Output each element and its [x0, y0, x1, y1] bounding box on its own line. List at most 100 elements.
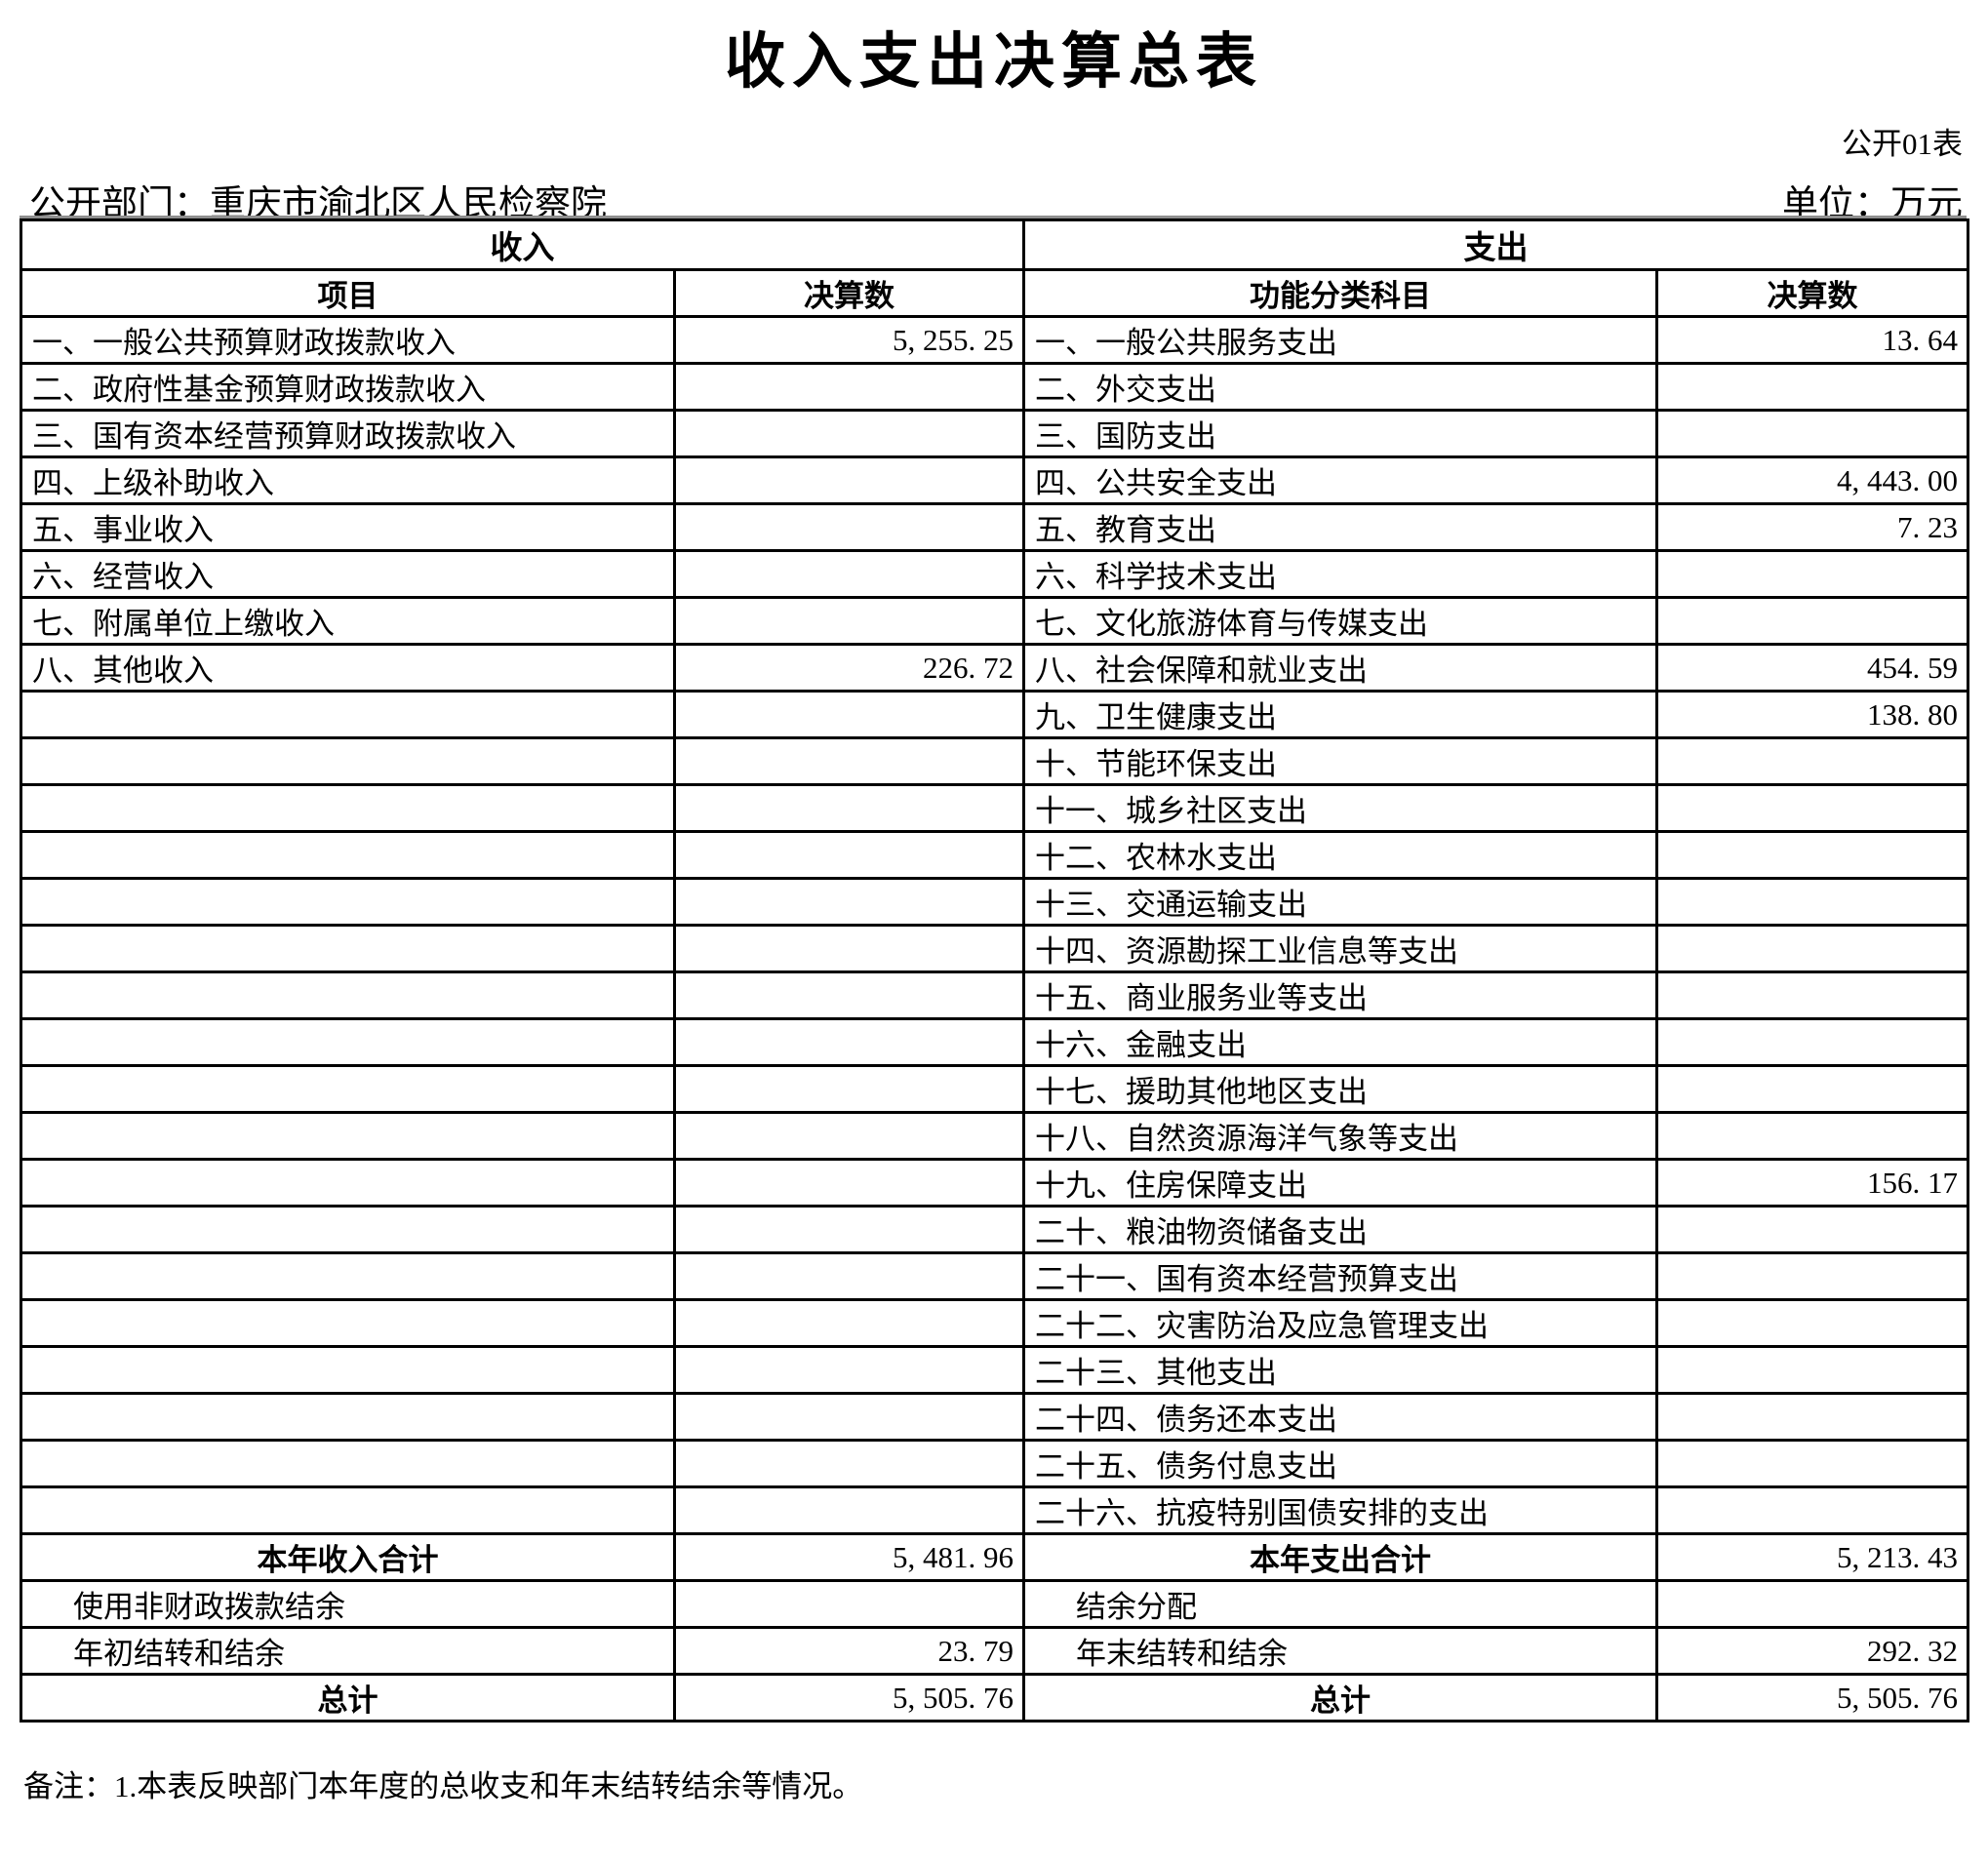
expense-item-cell: 七、文化旅游体育与传媒支出: [1022, 596, 1658, 646]
income-value-cell: [673, 409, 1025, 458]
table-row: 六、经营收入 六、科学技术支出: [20, 549, 1969, 599]
page-title: 收入支出决算总表: [724, 29, 1263, 96]
income-item-cell: 总计: [20, 1673, 676, 1722]
table-row: 总计 5, 505. 76 总计 5, 505. 76: [20, 1673, 1969, 1722]
income-value-cell: [673, 549, 1025, 599]
table-row: 三、国有资本经营预算财政拨款收入 三、国防支出: [20, 409, 1969, 458]
income-item-cell: 四、上级补助收入: [20, 455, 676, 505]
income-item-cell: [20, 830, 676, 880]
expense-item-cell: 十七、援助其他地区支出: [1022, 1064, 1658, 1114]
income-item-cell: 八、其他收入: [20, 643, 676, 693]
table-row: 九、卫生健康支出 138. 80: [20, 690, 1969, 739]
table-row: 二、政府性基金预算财政拨款收入 二、外交支出: [20, 362, 1969, 412]
table-row: 二十二、灾害防治及应急管理支出: [20, 1298, 1969, 1348]
income-value-cell: [673, 1158, 1025, 1208]
expense-value-cell: [1655, 877, 1969, 927]
footnote: 备注：1.本表反映部门本年度的总收支和年末结转结余等情况。: [23, 1769, 863, 1803]
expense-item-cell: 八、社会保障和就业支出: [1022, 643, 1658, 693]
expense-item-cell: 二十三、其他支出: [1022, 1345, 1658, 1395]
income-item-cell: 使用非财政拨款结余: [20, 1579, 676, 1629]
section-header-row: 收入 支出: [20, 218, 1969, 271]
income-value-cell: [673, 455, 1025, 505]
income-value-cell: [673, 1439, 1025, 1488]
income-value-cell: 5, 255. 25: [673, 315, 1025, 365]
expense-value-cell: 7. 23: [1655, 502, 1969, 552]
table-row: 十一、城乡社区支出: [20, 783, 1969, 833]
expense-value-cell: [1655, 1579, 1969, 1629]
table-row: 十八、自然资源海洋气象等支出: [20, 1111, 1969, 1161]
expense-value-cell: 5, 505. 76: [1655, 1673, 1969, 1722]
expense-amount-header: 决算数: [1655, 268, 1969, 318]
table-row: 十七、援助其他地区支出: [20, 1064, 1969, 1114]
expense-item-cell: 十九、住房保障支出: [1022, 1158, 1658, 1208]
table-row: 七、附属单位上缴收入 七、文化旅游体育与传媒支出: [20, 596, 1969, 646]
expense-item-cell: 十二、农林水支出: [1022, 830, 1658, 880]
table-row: 本年收入合计 5, 481. 96 本年支出合计 5, 213. 43: [20, 1532, 1969, 1582]
income-value-cell: 226. 72: [673, 643, 1025, 693]
expense-value-cell: [1655, 409, 1969, 458]
income-value-cell: [673, 1298, 1025, 1348]
expense-item-cell: 二十五、债务付息支出: [1022, 1439, 1658, 1488]
table-row: 四、上级补助收入 四、公共安全支出 4, 443. 00: [20, 455, 1969, 505]
expense-value-cell: 156. 17: [1655, 1158, 1969, 1208]
table-row: 十二、农林水支出: [20, 830, 1969, 880]
expense-item-cell: 五、教育支出: [1022, 502, 1658, 552]
table-row: 二十五、债务付息支出: [20, 1439, 1969, 1488]
income-value-cell: 5, 505. 76: [673, 1673, 1025, 1722]
expense-value-cell: 138. 80: [1655, 690, 1969, 739]
expense-item-cell: 十八、自然资源海洋气象等支出: [1022, 1111, 1658, 1161]
income-value-cell: [673, 970, 1025, 1020]
expense-item-cell: 年末结转和结余: [1022, 1626, 1658, 1676]
expense-value-cell: [1655, 596, 1969, 646]
expense-item-cell: 十四、资源勘探工业信息等支出: [1022, 924, 1658, 973]
income-item-cell: [20, 877, 676, 927]
income-item-cell: [20, 783, 676, 833]
income-value-cell: [673, 1345, 1025, 1395]
income-item-header: 项目: [20, 268, 676, 318]
expense-item-cell: 二十、粮油物资储备支出: [1022, 1205, 1658, 1254]
income-value-cell: [673, 502, 1025, 552]
income-item-cell: [20, 1205, 676, 1254]
income-item-cell: [20, 1439, 676, 1488]
expense-value-cell: [1655, 736, 1969, 786]
expense-value-cell: [1655, 1205, 1969, 1254]
table-row: 八、其他收入 226. 72 八、社会保障和就业支出 454. 59: [20, 643, 1969, 693]
expense-value-cell: [1655, 1251, 1969, 1301]
expense-value-cell: [1655, 549, 1969, 599]
expense-item-cell: 十三、交通运输支出: [1022, 877, 1658, 927]
expense-value-cell: [1655, 1111, 1969, 1161]
income-item-cell: 六、经营收入: [20, 549, 676, 599]
expense-item-cell: 十六、金融支出: [1022, 1017, 1658, 1067]
income-item-cell: 五、事业收入: [20, 502, 676, 552]
expense-value-cell: [1655, 362, 1969, 412]
income-value-cell: [673, 362, 1025, 412]
expense-item-cell: 九、卫生健康支出: [1022, 690, 1658, 739]
summary-table: 收入 支出 项目 决算数 功能分类科目 决算数 一、一般公共预算财政拨款收入 5,…: [20, 216, 1969, 1722]
expense-item-cell: 一、一般公共服务支出: [1022, 315, 1658, 365]
income-item-cell: 三、国有资本经营预算财政拨款收入: [20, 409, 676, 458]
expense-value-cell: [1655, 924, 1969, 973]
income-value-cell: 23. 79: [673, 1626, 1025, 1676]
expense-value-cell: [1655, 1392, 1969, 1442]
income-value-cell: [673, 1251, 1025, 1301]
income-item-cell: [20, 924, 676, 973]
income-item-cell: 二、政府性基金预算财政拨款收入: [20, 362, 676, 412]
income-section-header: 收入: [20, 218, 1025, 271]
income-item-cell: 七、附属单位上缴收入: [20, 596, 676, 646]
income-item-cell: [20, 1251, 676, 1301]
expense-item-cell: 二、外交支出: [1022, 362, 1658, 412]
table-row: 十五、商业服务业等支出: [20, 970, 1969, 1020]
expense-value-cell: [1655, 783, 1969, 833]
table-row: 十三、交通运输支出: [20, 877, 1969, 927]
income-value-cell: [673, 877, 1025, 927]
income-item-cell: [20, 690, 676, 739]
income-value-cell: [673, 1485, 1025, 1535]
income-value-cell: [673, 1579, 1025, 1629]
income-value-cell: [673, 1017, 1025, 1067]
expense-item-cell: 十、节能环保支出: [1022, 736, 1658, 786]
income-item-cell: 本年收入合计: [20, 1532, 676, 1582]
expense-value-cell: 454. 59: [1655, 643, 1969, 693]
expense-item-cell: 二十四、债务还本支出: [1022, 1392, 1658, 1442]
table-row: 十九、住房保障支出 156. 17: [20, 1158, 1969, 1208]
